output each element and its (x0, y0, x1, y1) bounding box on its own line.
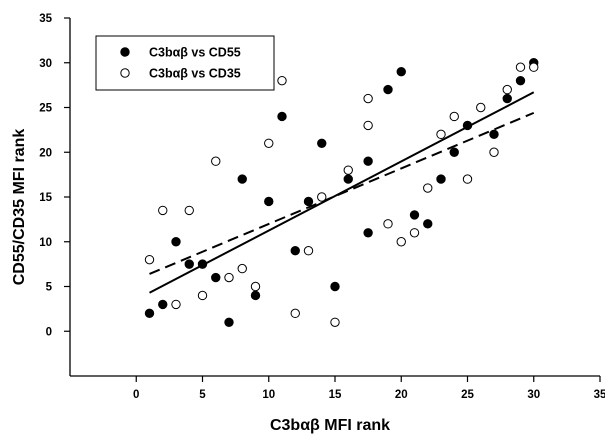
point-cd35 (343, 165, 353, 175)
point-cd55 (184, 259, 194, 269)
y-tick-label: 30 (39, 58, 52, 70)
point-cd35 (290, 308, 300, 319)
legend-marker-cd55 (120, 47, 130, 57)
point-cd55 (515, 75, 526, 86)
x-tick-label: 20 (395, 389, 408, 401)
point-cd55 (396, 67, 406, 77)
point-cd55 (449, 147, 459, 157)
x-tick-label: 15 (329, 389, 342, 401)
legend-marker-cd35 (120, 68, 130, 78)
point-cd35 (502, 84, 512, 95)
x-axis-title: C3bαβ MFI rank (270, 417, 390, 434)
regression-lines (149, 91, 535, 294)
data-points (144, 58, 539, 327)
point-cd35 (396, 237, 406, 247)
x-tick-label: 5 (199, 389, 206, 401)
x-tick-label: 30 (527, 389, 540, 401)
y-tick-label: 20 (39, 147, 52, 159)
point-cd35 (383, 219, 393, 229)
point-cd55 (277, 111, 287, 122)
point-cd35 (250, 281, 261, 292)
point-cd35 (476, 102, 486, 113)
point-cd55 (363, 228, 373, 238)
x-tick-label: 35 (594, 389, 605, 401)
point-cd35 (515, 62, 526, 72)
y-tick-label: 10 (39, 237, 52, 249)
point-cd35 (303, 246, 314, 256)
legend-label: C3bαβ vs CD35 (149, 67, 241, 81)
point-cd55 (317, 138, 327, 149)
point-cd35 (144, 254, 155, 265)
point-cd55 (144, 308, 155, 319)
point-cd35 (237, 263, 247, 274)
point-cd55 (489, 129, 499, 140)
y-tick-label: 25 (39, 103, 52, 115)
point-cd55 (171, 237, 181, 247)
point-cd55 (436, 174, 446, 184)
point-cd35 (158, 205, 168, 216)
point-cd55 (343, 174, 353, 184)
point-cd55 (264, 196, 274, 207)
point-cd55 (383, 84, 393, 95)
point-cd55 (290, 246, 300, 256)
x-tick-label: 0 (133, 389, 139, 401)
point-cd35 (211, 156, 221, 166)
point-cd35 (489, 147, 499, 157)
point-cd55 (158, 299, 168, 310)
legend-label: C3bαβ vs CD55 (149, 46, 241, 60)
point-cd55 (303, 196, 314, 207)
point-cd35 (317, 192, 327, 202)
x-tick-label: 25 (461, 389, 474, 401)
point-cd55 (502, 93, 512, 104)
point-cd35 (363, 120, 373, 131)
fit-line-cd35 (149, 111, 535, 275)
point-cd55 (330, 281, 340, 292)
point-cd35 (184, 205, 194, 216)
point-cd55 (250, 290, 261, 301)
y-axis-title: CD55/CD35 MFI rank (11, 129, 28, 286)
y-tick-label: 5 (46, 282, 53, 294)
point-cd35 (277, 75, 287, 86)
point-cd35 (363, 93, 373, 104)
y-tick-label: 0 (46, 326, 52, 338)
x-tick-label: 10 (262, 389, 275, 401)
legend-box (95, 35, 275, 91)
point-cd35 (330, 317, 340, 327)
point-cd55 (211, 272, 221, 283)
point-cd55 (409, 210, 420, 220)
point-cd55 (224, 317, 234, 327)
y-tick-label: 35 (39, 13, 52, 25)
point-cd35 (462, 174, 473, 184)
legend: C3bαβ vs CD55 C3bαβ vs CD35 (95, 35, 275, 91)
point-cd55 (197, 259, 208, 269)
point-cd35 (449, 111, 459, 122)
point-cd35 (197, 290, 208, 301)
point-cd35 (409, 228, 420, 238)
point-cd35 (224, 272, 234, 283)
point-cd55 (462, 120, 473, 131)
point-cd35 (529, 62, 539, 72)
point-cd55 (423, 219, 433, 229)
point-cd35 (423, 183, 433, 193)
point-cd35 (264, 138, 274, 149)
axes: 0 5 10 15 20 25 30 35 0 5 10 15 20 25 30 35 (39, 13, 605, 401)
point-cd35 (171, 299, 181, 310)
point-cd55 (237, 174, 247, 184)
point-cd35 (436, 129, 446, 140)
point-cd55 (363, 156, 373, 166)
y-tick-label: 15 (39, 192, 52, 204)
